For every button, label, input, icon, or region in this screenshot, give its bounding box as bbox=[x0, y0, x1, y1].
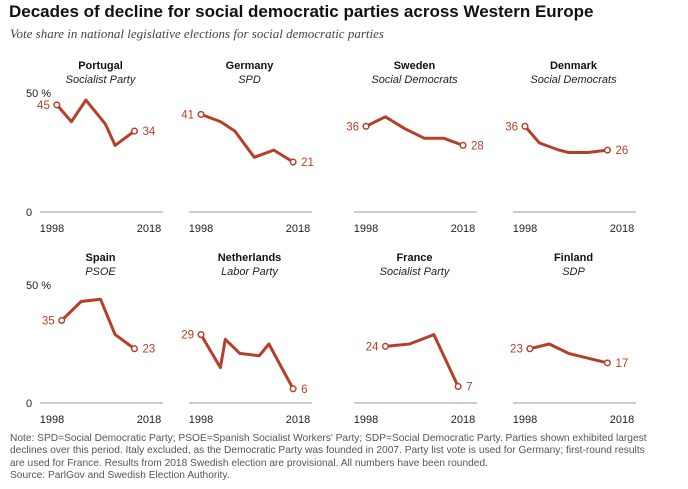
france-start-label: 24 bbox=[366, 341, 379, 353]
finland-series-line bbox=[528, 342, 609, 365]
portugal-xtick-label: 2018 bbox=[137, 223, 161, 235]
note-line-3: are used for France. Results from 2018 S… bbox=[10, 457, 488, 469]
portugal-start-label: 45 bbox=[37, 100, 50, 112]
portugal-panel-title: Portugal bbox=[78, 60, 123, 72]
netherlands-end-point bbox=[289, 385, 297, 393]
netherlands-end-label: 6 bbox=[301, 384, 307, 396]
finland-start-point bbox=[526, 345, 534, 353]
spain-ytick-label: 50 % bbox=[26, 280, 51, 292]
sweden-end-point bbox=[459, 141, 467, 149]
denmark-xtick-label: 1998 bbox=[513, 223, 537, 235]
spain-start-point bbox=[58, 316, 66, 324]
finland-start-label: 23 bbox=[510, 344, 523, 356]
netherlands-xtick-label: 1998 bbox=[189, 414, 213, 426]
finland-xtick-label: 1998 bbox=[513, 414, 537, 426]
france-xtick-label: 2018 bbox=[451, 414, 475, 426]
spain-panel-title: Spain bbox=[86, 252, 116, 264]
germany-series-line bbox=[199, 112, 295, 164]
denmark-panel-subtitle: Social Democrats bbox=[530, 74, 617, 86]
germany-panel-title: Germany bbox=[226, 60, 275, 72]
france-end-point bbox=[454, 382, 462, 391]
sweden-panel-title: Sweden bbox=[394, 60, 436, 72]
france-panel-title: France bbox=[396, 252, 432, 264]
sweden-start-label: 36 bbox=[346, 121, 359, 133]
sweden-xtick-label: 1998 bbox=[354, 223, 378, 235]
france-xtick-label: 1998 bbox=[354, 414, 378, 426]
germany-panel-subtitle: SPD bbox=[238, 74, 261, 86]
germany-xtick-label: 2018 bbox=[286, 223, 310, 235]
france-end-label: 7 bbox=[466, 381, 472, 393]
netherlands-series-line bbox=[199, 333, 295, 391]
portugal-end-point bbox=[130, 127, 138, 135]
netherlands-start-point bbox=[197, 331, 205, 339]
footnote: Note: SPD=Social Democratic Party; PSOE=… bbox=[10, 433, 682, 483]
portugal-start-point bbox=[53, 101, 61, 109]
spain-end-label: 23 bbox=[142, 344, 155, 356]
germany-start-point bbox=[197, 110, 205, 118]
france-panel-subtitle: Socialist Party bbox=[380, 266, 451, 278]
denmark-xtick-label: 2018 bbox=[610, 223, 634, 235]
spain-panel-subtitle: PSOE bbox=[85, 266, 116, 278]
small-multiples-chart: Portugal Socialist Party 0 50 % 1998 2018 45 34… bbox=[26, 60, 636, 426]
germany-end-label: 21 bbox=[301, 157, 314, 169]
france-start-point bbox=[381, 342, 389, 350]
netherlands-xtick-label: 2018 bbox=[286, 414, 310, 426]
sweden-end-label: 28 bbox=[471, 140, 484, 152]
finland-panel-subtitle: SDP bbox=[562, 266, 585, 278]
finland-end-point bbox=[603, 359, 612, 367]
portugal-end-label: 34 bbox=[142, 126, 155, 138]
denmark-end-label: 26 bbox=[615, 145, 628, 157]
portugal-ytick-label: 50 % bbox=[26, 88, 51, 100]
source-line: Source: ParlGov and Swedish Election Aut… bbox=[10, 470, 230, 482]
denmark-start-label: 36 bbox=[505, 121, 518, 133]
chart-title: Decades of decline for social democratic… bbox=[9, 2, 594, 21]
finland-panel-title: Finland bbox=[554, 252, 593, 264]
spain-xtick-label: 1998 bbox=[40, 414, 64, 426]
spain-end-point bbox=[130, 345, 138, 353]
chart-subtitle: Vote share in national legislative elect… bbox=[10, 26, 384, 41]
germany-end-point bbox=[289, 158, 297, 166]
sweden-series-line bbox=[364, 115, 465, 147]
portugal-ytick-label: 0 bbox=[26, 207, 32, 219]
sweden-start-point bbox=[362, 122, 370, 130]
germany-xtick-label: 1998 bbox=[189, 223, 213, 235]
spain-start-label: 35 bbox=[42, 315, 55, 327]
spain-xtick-label: 2018 bbox=[137, 414, 161, 426]
finland-end-label: 17 bbox=[615, 358, 628, 370]
spain-ytick-label: 0 bbox=[26, 398, 32, 410]
netherlands-panel-title: Netherlands bbox=[218, 252, 282, 264]
finland-xtick-label: 2018 bbox=[610, 414, 634, 426]
netherlands-start-label: 29 bbox=[181, 330, 194, 342]
portugal-xtick-label: 1998 bbox=[40, 223, 64, 235]
germany-start-label: 41 bbox=[181, 109, 194, 121]
france-series-line bbox=[383, 333, 460, 388]
sweden-xtick-label: 2018 bbox=[451, 223, 475, 235]
note-line-1: Note: SPD=Social Democratic Party; PSOE=… bbox=[10, 433, 647, 444]
denmark-start-point bbox=[521, 122, 529, 130]
netherlands-panel-subtitle: Labor Party bbox=[221, 266, 279, 278]
portugal-series-line bbox=[55, 98, 136, 147]
denmark-series-line bbox=[523, 124, 609, 154]
denmark-panel-title: Denmark bbox=[550, 60, 598, 72]
note-line-2: declines over this period. Italy exclude… bbox=[10, 445, 645, 457]
sweden-panel-subtitle: Social Democrats bbox=[371, 74, 458, 86]
portugal-panel-subtitle: Socialist Party bbox=[66, 74, 137, 86]
denmark-end-point bbox=[603, 146, 612, 154]
spain-series-line bbox=[60, 297, 136, 351]
